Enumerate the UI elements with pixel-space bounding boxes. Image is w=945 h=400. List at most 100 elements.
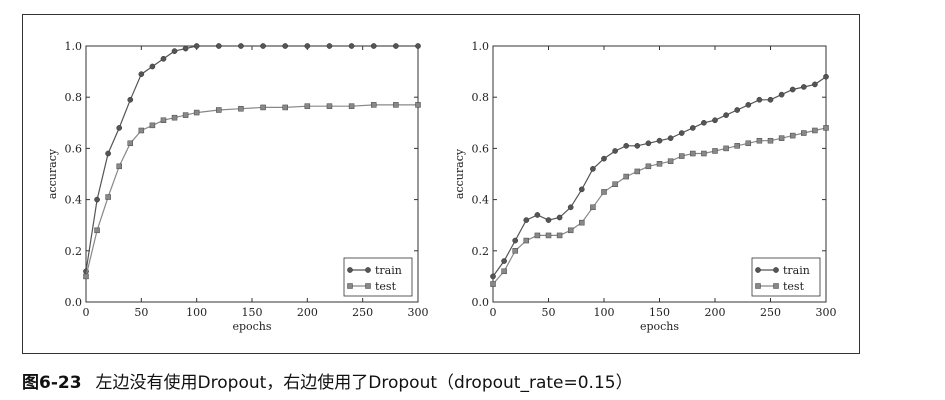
chart2-train-point <box>689 125 696 131</box>
chart2-test-point <box>556 232 563 239</box>
chart2-test-point <box>612 181 618 187</box>
chart2-test-point <box>767 137 774 144</box>
chart1-train-point <box>105 150 111 157</box>
chart2-ytick-label: 0.0 <box>472 296 490 309</box>
chart2-legend-train-marker <box>773 267 779 273</box>
chart2-train-point <box>501 258 507 264</box>
chart2-ytick-label: 0.4 <box>472 194 490 207</box>
chart2-train-point <box>823 73 829 80</box>
chart1-test-point <box>149 122 156 129</box>
chart2-train-point <box>601 155 607 162</box>
chart1-test-point <box>94 227 100 234</box>
chart1-legend-test-marker <box>365 283 371 289</box>
chart2-train-point <box>800 84 807 90</box>
chart2-legend-test-marker <box>755 283 761 289</box>
chart2-group: 0 50 100 150 200 250 300 0.0 0.2 0.4 0.6 0.8 1.0 epoc… <box>453 40 837 333</box>
chart1-test-point <box>160 117 167 123</box>
chart1-train-point <box>94 196 100 203</box>
chart2-train-point <box>656 137 663 144</box>
figure-frame <box>22 14 860 354</box>
chart2-test-point <box>756 137 763 144</box>
chart2-test-point <box>789 132 796 139</box>
chart2-test-point <box>501 268 507 275</box>
chart2-test-point <box>590 204 596 211</box>
chart2-ytick-label: 0.6 <box>472 142 490 155</box>
chart2-train-line <box>492 76 827 277</box>
chart1-train-point <box>415 43 421 49</box>
chart2-test-point <box>667 158 674 164</box>
chart1-test-point <box>193 109 200 116</box>
chart1-xtick-label: 100 <box>186 306 207 319</box>
chart2-test-point <box>745 140 752 147</box>
chart1-test-point <box>216 107 222 113</box>
chart1-test-point <box>182 112 189 118</box>
chart2-train-point <box>745 102 752 108</box>
chart2-test-point <box>712 148 718 154</box>
chart1-train-point <box>116 125 123 131</box>
charts-canvas: 0 50 100 150 200 250 300 0.0 0.2 0.4 0.6 0.8 1.0 epoc… <box>46 40 837 333</box>
chart1-legend-box <box>343 257 413 297</box>
chart2-train-point <box>701 119 707 126</box>
chart2-legend-train-marker <box>755 267 761 273</box>
chart1-train-point <box>238 43 244 49</box>
chart2-train-point <box>723 112 729 118</box>
chart1-ytick-label: 1.0 <box>65 40 83 53</box>
chart1-train-point <box>149 63 156 70</box>
chart1-test-point <box>370 102 377 108</box>
chart1-test-point <box>282 104 288 111</box>
chart1-train-point <box>282 43 289 49</box>
chart1-xlabel: epochs <box>232 320 271 333</box>
chart2-train-point <box>678 130 685 136</box>
chart1-ytick-label: 0.6 <box>65 142 83 155</box>
chart1-test-line <box>85 104 418 277</box>
chart2-train-point <box>812 81 818 88</box>
chart2-test-point <box>579 219 585 226</box>
chart2-test-point <box>634 168 641 175</box>
chart2-train-point <box>789 86 796 93</box>
chart2-test-point <box>545 232 552 239</box>
chart2-train-point <box>490 273 496 280</box>
figure-caption: 图6-23 左边没有使用Dropout，右边使用了Dropout（dropout_… <box>22 368 633 393</box>
chart1-test-point <box>116 163 122 170</box>
chart1-test-point <box>415 102 421 108</box>
chart1-test-point <box>127 140 134 147</box>
chart2-test-point <box>812 127 818 134</box>
chart1-group: 0 50 100 150 200 250 300 0.0 0.2 0.4 0.6 0.8 1.0 epoc… <box>46 40 429 333</box>
chart2-xtick-label: 250 <box>760 306 781 319</box>
chart2-test-point <box>723 145 729 152</box>
chart1-test-point <box>105 194 111 200</box>
chart2-train-point <box>756 96 763 103</box>
chart1-train-point <box>326 43 333 49</box>
chart2-xtick-label: 300 <box>816 306 837 319</box>
chart1-test-point <box>304 103 311 109</box>
chart2-train-point <box>734 107 741 113</box>
chart2-test-point <box>690 150 696 157</box>
chart1-train-point <box>138 71 145 78</box>
chart2-train-point <box>545 217 552 223</box>
chart1-train-point <box>171 48 178 54</box>
chart1-train-point <box>348 43 355 49</box>
chart2-test-point <box>490 281 496 287</box>
chart2-train-point <box>612 148 618 154</box>
chart1-legend-train-marker <box>347 267 353 273</box>
chart2-legend-test-label: test <box>783 280 805 293</box>
chart1-legend-train-marker <box>365 267 371 273</box>
chart2-test-point <box>823 125 829 131</box>
chart2-legend-train-label: train <box>783 264 810 277</box>
chart2-test-point <box>678 153 685 159</box>
chart2-train-point <box>634 142 641 149</box>
chart1-train-point <box>215 43 222 49</box>
chart1-ytick-label: 0.2 <box>65 245 83 258</box>
chart2-ylabel: accuracy <box>453 148 466 199</box>
chart1-train-point <box>182 45 189 52</box>
chart2-test-point <box>523 237 530 244</box>
chart2-train-point <box>556 214 563 221</box>
chart2-train-point <box>778 91 785 98</box>
chart2-test-point <box>778 135 785 141</box>
chart1-train-point <box>160 55 167 62</box>
chart1-xtick-label: 0 <box>83 306 90 319</box>
chart1-legend-test-marker <box>347 283 353 289</box>
chart2-xtick-label: 0 <box>490 306 497 319</box>
chart2-test-point <box>512 248 518 254</box>
chart1-xtick-label: 150 <box>242 306 263 319</box>
